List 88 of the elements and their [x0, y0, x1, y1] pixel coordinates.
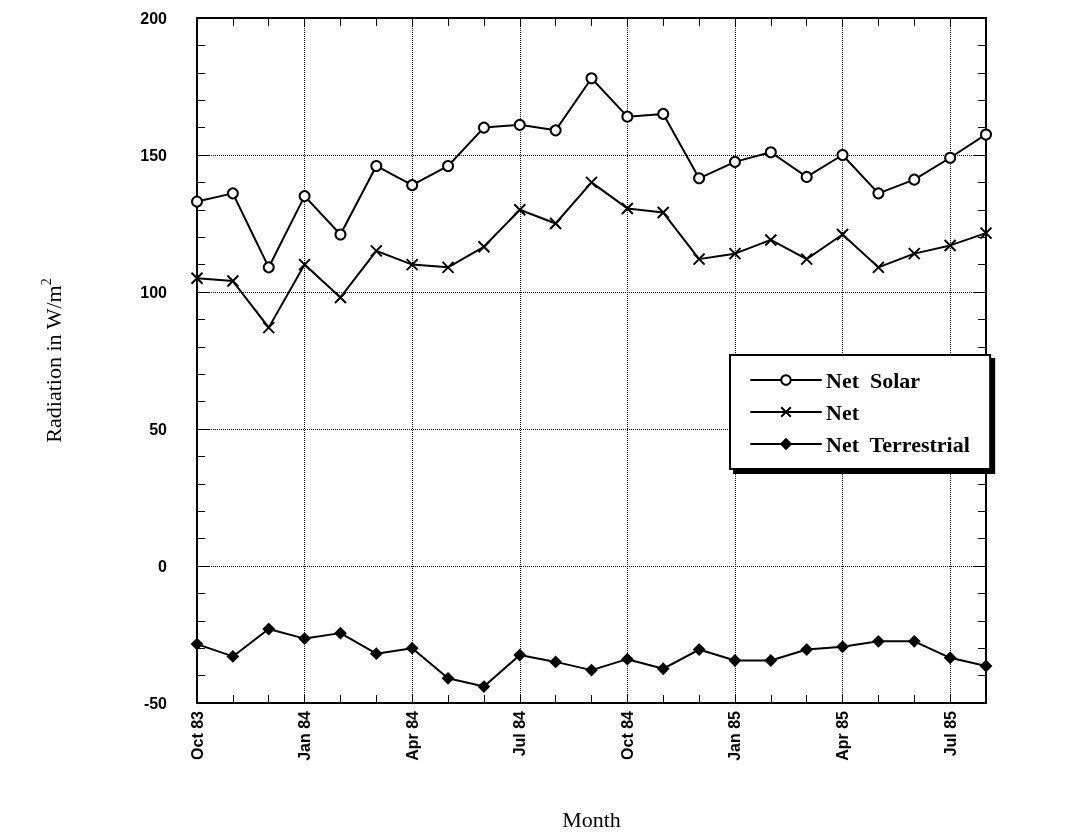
point [908, 635, 921, 648]
y-tick-label: 100 [140, 283, 168, 301]
y-tick-label: 150 [140, 146, 168, 164]
y-tick-label: 0 [158, 557, 168, 575]
point [298, 258, 312, 272]
point [693, 172, 706, 185]
point [513, 203, 527, 217]
point [657, 107, 670, 120]
x-tick-label: Oct 83 [188, 710, 206, 760]
point [191, 195, 203, 208]
point [585, 72, 598, 85]
point [262, 261, 275, 274]
point [370, 159, 383, 172]
x-tick-label: Oct 84 [618, 710, 636, 760]
point [477, 121, 490, 134]
point [262, 623, 275, 636]
point [943, 238, 957, 252]
point [764, 654, 777, 667]
point [800, 170, 813, 183]
point [728, 247, 742, 261]
point [944, 151, 957, 164]
point [836, 149, 849, 161]
point [262, 321, 276, 335]
point [513, 118, 526, 131]
point [944, 651, 957, 664]
point [298, 632, 311, 645]
point [513, 649, 526, 662]
point [334, 627, 347, 640]
point [190, 271, 204, 285]
point [800, 643, 813, 656]
point [980, 128, 992, 141]
y-axis-title: Radiation in W/m2 [38, 278, 66, 443]
point [836, 640, 849, 653]
point [693, 643, 706, 656]
point [370, 647, 383, 660]
x-tick-label: Jan 84 [296, 710, 314, 761]
point [728, 155, 741, 168]
point [441, 260, 455, 274]
point [226, 187, 239, 200]
point [369, 244, 383, 258]
point [477, 240, 491, 254]
point [621, 110, 634, 123]
point [585, 664, 598, 677]
point [549, 124, 562, 137]
point [442, 159, 455, 172]
point [477, 680, 490, 693]
x-tick-label: Apr 84 [403, 710, 421, 761]
point [907, 247, 921, 261]
point [836, 227, 850, 241]
point [191, 638, 203, 651]
point [406, 179, 419, 192]
point [406, 642, 419, 655]
y-tick-label: 200 [140, 9, 168, 27]
point [620, 201, 634, 215]
point [334, 228, 347, 241]
point [908, 173, 921, 186]
legend-label: Net Solar [826, 367, 921, 393]
point [800, 252, 814, 266]
point [585, 175, 598, 189]
point [333, 290, 347, 304]
point [549, 217, 563, 230]
point [764, 146, 777, 159]
point [692, 252, 706, 266]
point [657, 662, 670, 675]
x-tick-label: Jan 85 [726, 710, 744, 761]
point [871, 260, 885, 274]
x-tick-label: Apr 85 [834, 710, 852, 761]
point [728, 654, 741, 667]
point [872, 187, 885, 200]
x-tick-label: Jul 84 [511, 710, 529, 757]
legend-label: Net Terrestrial [826, 431, 970, 457]
point [621, 653, 634, 666]
y-tick-label: -50 [143, 694, 168, 712]
y-tick-label: 50 [149, 420, 168, 438]
point [226, 274, 240, 288]
point [442, 672, 455, 685]
point [980, 660, 992, 673]
point [549, 655, 562, 668]
x-axis-title: Month [562, 806, 621, 832]
point [656, 206, 670, 220]
point [226, 650, 239, 663]
point [298, 190, 311, 203]
point [979, 226, 993, 240]
point [405, 258, 419, 272]
legend-label: Net [826, 399, 860, 425]
x-tick-label: Jul 85 [941, 710, 959, 757]
point [764, 233, 778, 247]
point [872, 635, 885, 648]
